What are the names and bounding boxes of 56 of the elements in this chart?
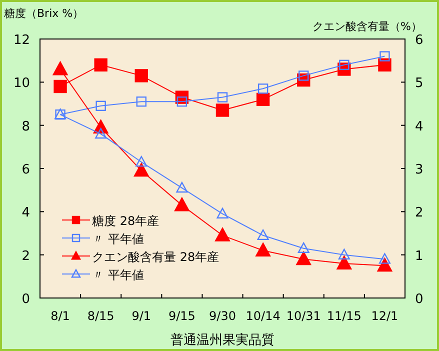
- point: [95, 128, 107, 139]
- x-axis-title: 普通温州果実品質: [170, 332, 274, 348]
- point: [257, 229, 269, 240]
- y-tick-label: 0: [22, 292, 30, 307]
- point: [134, 162, 149, 177]
- point: [96, 100, 106, 112]
- legend-label: 〃 平年値: [92, 268, 144, 282]
- point: [174, 197, 190, 212]
- legend-label: 〃 平年値: [92, 232, 144, 246]
- x-tick-label: 8/1: [50, 309, 70, 323]
- point: [216, 208, 228, 218]
- y2-tick-label: 2: [415, 206, 424, 221]
- point: [256, 92, 270, 106]
- y2-axis-title: クエン酸含有量（%）: [312, 20, 422, 33]
- point: [136, 156, 148, 167]
- point: [52, 61, 68, 76]
- x-tick-label: 9/15: [168, 309, 196, 323]
- x-tick-label: 11/15: [326, 309, 362, 323]
- y2-tick-label: 3: [415, 162, 424, 178]
- legend-label: 糖度 28年産: [92, 214, 160, 228]
- point: [134, 69, 148, 82]
- y-axis-title: 糖度（Brix %）: [4, 7, 84, 20]
- y2-tick-label: 6: [415, 33, 424, 48]
- point: [380, 51, 390, 62]
- point: [258, 84, 268, 94]
- x-tick-label: 9/1: [132, 309, 152, 323]
- point: [296, 251, 312, 266]
- x-tick-label: 12/1: [371, 309, 398, 323]
- point: [94, 58, 108, 72]
- y2-tick-label: 4: [415, 119, 424, 134]
- point: [54, 80, 67, 94]
- point: [216, 104, 230, 117]
- y-tick-label: 4: [22, 206, 30, 221]
- point: [256, 242, 271, 257]
- point: [136, 96, 146, 107]
- point: [338, 248, 350, 260]
- y2-tick-label: 1: [415, 248, 424, 264]
- legend-label: クエン酸含有量 28年産: [92, 250, 220, 264]
- y2-tick-label: 0: [415, 292, 424, 307]
- x-tick-label: 8/15: [87, 309, 114, 323]
- point: [339, 60, 350, 70]
- point: [336, 256, 352, 270]
- y-tick-label: 10: [13, 76, 30, 92]
- point: [176, 182, 188, 193]
- y-tick-label: 2: [22, 248, 30, 264]
- y-tick-label: 6: [22, 162, 30, 178]
- y-tick-label: 8: [22, 119, 30, 134]
- point: [176, 96, 188, 107]
- x-tick-label: 9/30: [209, 309, 236, 323]
- point: [298, 242, 310, 254]
- y2-tick-label: 5: [415, 76, 424, 92]
- point: [217, 92, 228, 102]
- x-tick-label: 10/31: [286, 309, 321, 323]
- x-tick-label: 10/14: [246, 309, 280, 323]
- point: [215, 228, 230, 242]
- y-tick-label: 12: [13, 33, 30, 48]
